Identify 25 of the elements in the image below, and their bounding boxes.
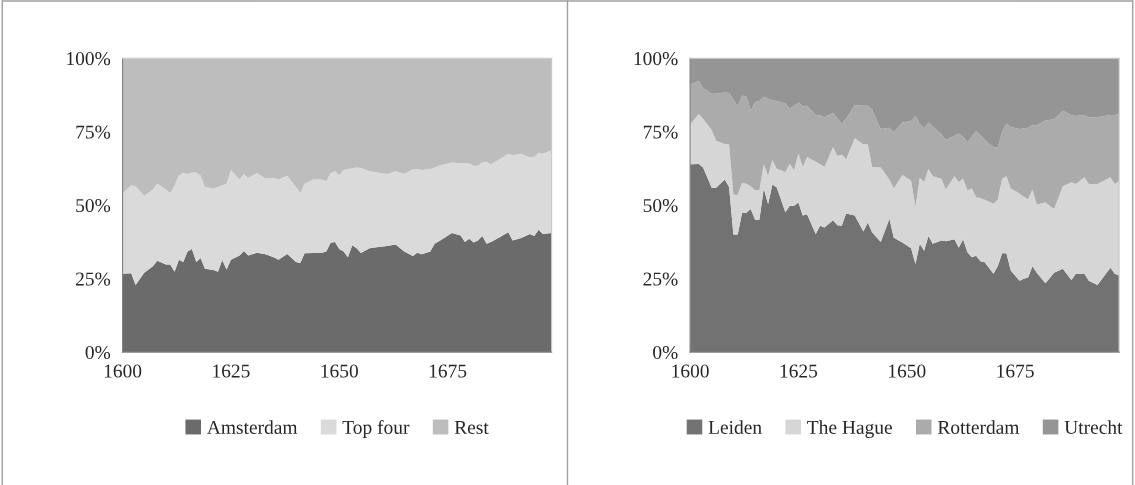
legend-label: Rest — [454, 421, 489, 434]
y-tick-label: 0% — [653, 345, 678, 360]
legend-label: Top four — [342, 420, 410, 438]
y-tick-label: 25% — [643, 272, 678, 286]
y-tick-label: 25% — [75, 272, 111, 286]
y-tick-label: 100% — [634, 52, 678, 66]
x-tick-label: 1600 — [672, 364, 709, 378]
x-tick-label: 1625 — [213, 364, 250, 378]
x-tick-label: 1675 — [429, 364, 467, 378]
legend-label: The Hague — [807, 420, 892, 438]
legend-label: Leiden — [708, 420, 762, 434]
y-tick-label: 100% — [67, 52, 111, 66]
legend-label: Utrecht — [1064, 420, 1123, 434]
y-tick-label: 75% — [76, 125, 111, 139]
x-tick-label: 1625 — [780, 364, 818, 378]
legend-label: Amsterdam — [207, 420, 298, 434]
x-tick-label: 1650 — [321, 364, 358, 378]
x-tick-label: 1650 — [889, 364, 926, 378]
x-tick-label: 1675 — [997, 364, 1034, 378]
y-tick-label: 50% — [76, 198, 111, 213]
y-tick-label: 0% — [85, 345, 111, 360]
x-tick-label: 1600 — [104, 364, 142, 378]
y-tick-label: 75% — [643, 125, 678, 139]
legend-label: Rotterdam — [937, 420, 1020, 434]
y-tick-label: 50% — [643, 198, 678, 213]
